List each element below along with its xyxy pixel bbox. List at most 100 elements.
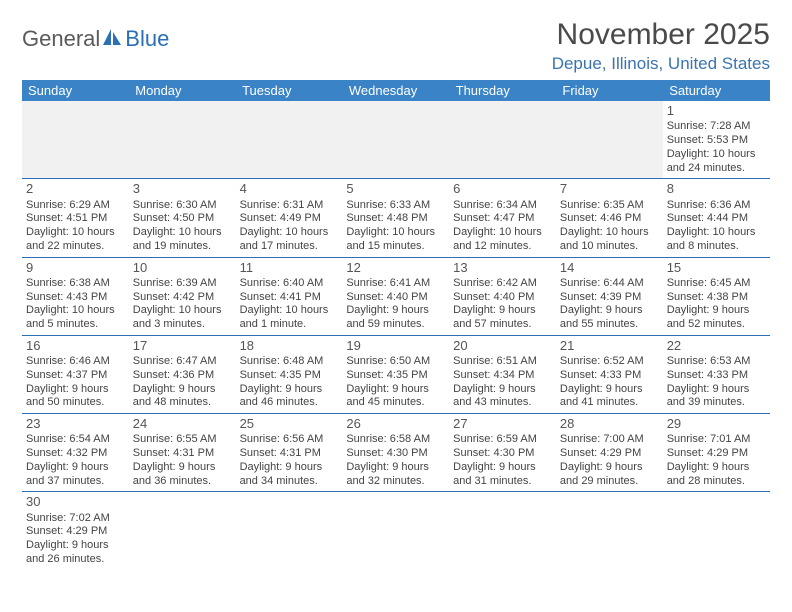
day-number: 6 [453,181,552,197]
day-number: 3 [133,181,232,197]
title-block: November 2025 Depue, Illinois, United St… [552,18,770,74]
day-cell: 30 Sunrise: 7:02 AMSunset: 4:29 PMDayligh… [22,492,129,570]
day-info: Sunrise: 6:35 AMSunset: 4:46 PMDaylight:… [560,199,659,254]
day-header: Saturday [663,80,770,101]
day-number: 30 [26,494,125,510]
day-number: 13 [453,260,552,276]
day-info: Sunrise: 6:48 AMSunset: 4:35 PMDaylight:… [240,355,339,410]
day-cell: 19Sunrise: 6:50 AMSunset: 4:35 PMDayligh… [342,335,449,413]
day-cell: 7 Sunrise: 6:35 AMSunset: 4:46 PMDaylight… [556,179,663,257]
day-info: Sunrise: 6:47 AMSunset: 4:36 PMDaylight:… [133,355,232,410]
day-info: Sunrise: 7:02 AMSunset: 4:29 PMDaylight:… [26,512,125,567]
day-cell: 10Sunrise: 6:39 AMSunset: 4:42 PMDayligh… [129,257,236,335]
day-number: 21 [560,338,659,354]
day-number: 29 [667,416,766,432]
day-info: Sunrise: 6:50 AMSunset: 4:35 PMDaylight:… [346,355,445,410]
calendar-head: SundayMondayTuesdayWednesdayThursdayFrid… [22,80,770,101]
day-cell: 8Sunrise: 6:36 AMSunset: 4:44 PMDaylight… [663,179,770,257]
day-info: Sunrise: 6:42 AMSunset: 4:40 PMDaylight:… [453,277,552,332]
day-number: 19 [346,338,445,354]
day-number: 12 [346,260,445,276]
empty-cell [236,492,343,570]
day-header: Monday [129,80,236,101]
empty-cell [129,101,236,179]
day-header: Sunday [22,80,129,101]
header: General Blue November 2025 Depue, Illino… [22,18,770,74]
empty-cell [663,492,770,570]
day-cell: 22Sunrise: 6:53 AMSunset: 4:33 PMDayligh… [663,335,770,413]
day-info: Sunrise: 6:45 AMSunset: 4:38 PMDaylight:… [667,277,766,332]
empty-cell [22,101,129,179]
day-number: 22 [667,338,766,354]
day-cell: 12Sunrise: 6:41 AMSunset: 4:40 PMDayligh… [342,257,449,335]
day-info: Sunrise: 6:53 AMSunset: 4:33 PMDaylight:… [667,355,766,410]
location-text: Depue, Illinois, United States [552,54,770,74]
day-info: Sunrise: 6:56 AMSunset: 4:31 PMDaylight:… [240,433,339,488]
day-cell: 6 Sunrise: 6:34 AMSunset: 4:47 PMDaylight… [449,179,556,257]
day-number: 26 [346,416,445,432]
day-header: Wednesday [342,80,449,101]
day-info: Sunrise: 6:54 AMSunset: 4:32 PMDaylight:… [26,433,125,488]
day-number: 25 [240,416,339,432]
logo: General Blue [22,26,169,52]
day-cell: 3Sunrise: 6:30 AMSunset: 4:50 PMDaylight… [129,179,236,257]
day-info: Sunrise: 6:46 AMSunset: 4:37 PMDaylight:… [26,355,125,410]
calendar-table: SundayMondayTuesdayWednesdayThursdayFrid… [22,80,770,570]
day-info: Sunrise: 6:39 AMSunset: 4:42 PMDaylight:… [133,277,232,332]
day-cell: 29Sunrise: 7:01 AMSunset: 4:29 PMDayligh… [663,414,770,492]
day-cell: 23Sunrise: 6:54 AMSunset: 4:32 PMDayligh… [22,414,129,492]
day-number: 5 [346,181,445,197]
day-number: 1 [667,103,766,119]
empty-cell [236,101,343,179]
day-cell: 14Sunrise: 6:44 AMSunset: 4:39 PMDayligh… [556,257,663,335]
day-cell: 5 Sunrise: 6:33 AMSunset: 4:48 PMDaylight… [342,179,449,257]
empty-cell [556,101,663,179]
day-cell: 13Sunrise: 6:42 AMSunset: 4:40 PMDayligh… [449,257,556,335]
day-header: Friday [556,80,663,101]
day-info: Sunrise: 6:31 AMSunset: 4:49 PMDaylight:… [240,199,339,254]
day-cell: 4Sunrise: 6:31 AMSunset: 4:49 PMDaylight… [236,179,343,257]
empty-cell [449,101,556,179]
day-number: 18 [240,338,339,354]
day-number: 16 [26,338,125,354]
day-cell: 18Sunrise: 6:48 AMSunset: 4:35 PMDayligh… [236,335,343,413]
day-cell: 11Sunrise: 6:40 AMSunset: 4:41 PMDayligh… [236,257,343,335]
day-info: Sunrise: 6:58 AMSunset: 4:30 PMDaylight:… [346,433,445,488]
day-cell: 24Sunrise: 6:55 AMSunset: 4:31 PMDayligh… [129,414,236,492]
day-number: 28 [560,416,659,432]
day-cell: 16Sunrise: 6:46 AMSunset: 4:37 PMDayligh… [22,335,129,413]
day-cell: 20Sunrise: 6:51 AMSunset: 4:34 PMDayligh… [449,335,556,413]
day-number: 27 [453,416,552,432]
logo-word-1: General [22,26,100,52]
day-number: 15 [667,260,766,276]
empty-cell [129,492,236,570]
day-info: Sunrise: 7:28 AMSunset: 5:53 PMDaylight:… [667,120,766,175]
day-info: Sunrise: 6:51 AMSunset: 4:34 PMDaylight:… [453,355,552,410]
day-cell: 27Sunrise: 6:59 AMSunset: 4:30 PMDayligh… [449,414,556,492]
day-number: 7 [560,181,659,197]
day-number: 11 [240,260,339,276]
day-info: Sunrise: 6:33 AMSunset: 4:48 PMDaylight:… [346,199,445,254]
day-info: Sunrise: 6:29 AMSunset: 4:51 PMDaylight:… [26,199,125,254]
day-number: 17 [133,338,232,354]
day-number: 20 [453,338,552,354]
day-info: Sunrise: 6:34 AMSunset: 4:47 PMDaylight:… [453,199,552,254]
empty-cell [342,492,449,570]
calendar-body: 1Sunrise: 7:28 AMSunset: 5:53 PMDaylight… [22,101,770,570]
logo-word-2: Blue [125,26,169,52]
day-info: Sunrise: 6:55 AMSunset: 4:31 PMDaylight:… [133,433,232,488]
empty-cell [556,492,663,570]
day-cell: 28Sunrise: 7:00 AMSunset: 4:29 PMDayligh… [556,414,663,492]
day-cell: 21Sunrise: 6:52 AMSunset: 4:33 PMDayligh… [556,335,663,413]
day-info: Sunrise: 6:52 AMSunset: 4:33 PMDaylight:… [560,355,659,410]
day-cell: 17Sunrise: 6:47 AMSunset: 4:36 PMDayligh… [129,335,236,413]
day-info: Sunrise: 6:44 AMSunset: 4:39 PMDaylight:… [560,277,659,332]
day-cell: 25Sunrise: 6:56 AMSunset: 4:31 PMDayligh… [236,414,343,492]
day-cell: 1Sunrise: 7:28 AMSunset: 5:53 PMDaylight… [663,101,770,179]
empty-cell [449,492,556,570]
day-number: 24 [133,416,232,432]
day-info: Sunrise: 7:00 AMSunset: 4:29 PMDaylight:… [560,433,659,488]
day-cell: 9Sunrise: 6:38 AMSunset: 4:43 PMDaylight… [22,257,129,335]
empty-cell [342,101,449,179]
day-info: Sunrise: 6:41 AMSunset: 4:40 PMDaylight:… [346,277,445,332]
